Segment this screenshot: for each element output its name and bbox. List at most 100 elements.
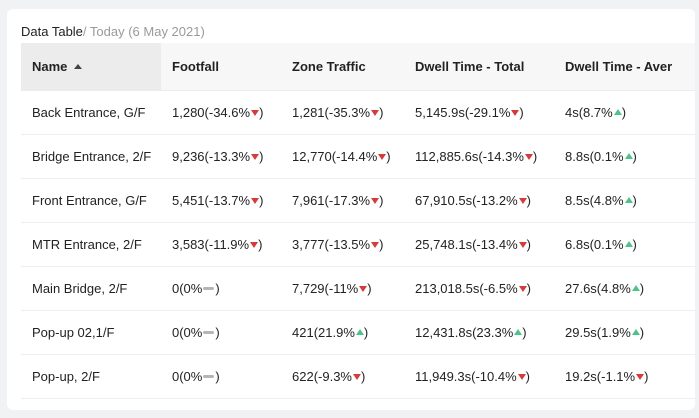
cell-footfall: 0(0%) bbox=[161, 369, 281, 384]
table-title: Data Table bbox=[21, 24, 83, 39]
arrow-down-icon bbox=[636, 374, 645, 380]
arrow-down-icon bbox=[518, 198, 527, 204]
table-row[interactable]: MTR Entrance, 2/F 3,583(-11.9%) 3,777(-13.… bbox=[21, 223, 695, 267]
arrow-down-icon bbox=[251, 154, 260, 160]
cell-value: 4s(8.7% bbox=[565, 105, 613, 120]
cell-value: 0(0% bbox=[172, 281, 203, 296]
table-row[interactable]: Pop-up 02,1/F 0(0%) 421(21.9%) 12,431.8s(23… bbox=[21, 311, 695, 355]
data-table-card: Data Table/ Today (6 May 2021) Name Foot… bbox=[7, 9, 695, 410]
close-paren: ) bbox=[367, 281, 372, 296]
cell-value: 421(21.9% bbox=[292, 325, 355, 340]
cell-name: Pop-up, 2/F bbox=[21, 369, 161, 384]
cell-dwell-time-total: 11,949.3s(-10.4%) bbox=[404, 369, 554, 384]
cell-dwell-time-total: 112,885.6s(-14.3%) bbox=[404, 149, 554, 164]
close-paren: ) bbox=[360, 369, 366, 384]
cell-footfall: 0(0%) bbox=[161, 281, 281, 296]
cell-value: 27.6s(4.8% bbox=[565, 281, 631, 296]
cell-name: Main Bridge, 2/F bbox=[21, 281, 161, 296]
card-title: Data Table/ Today (6 May 2021) bbox=[21, 24, 205, 39]
column-header-label: Dwell Time - Aver bbox=[565, 59, 673, 74]
table-row[interactable]: Bridge Entrance, 2/F 9,236(-13.3%) 12,770(… bbox=[21, 135, 695, 179]
cell-value: 19.2s(-1.1% bbox=[565, 369, 636, 384]
cell-name: Front Entrance, G/F bbox=[21, 193, 161, 208]
close-paren: ) bbox=[639, 281, 645, 296]
column-header-label: Name bbox=[32, 59, 68, 74]
cell-zone-traffic: 1,281(-35.3%) bbox=[281, 105, 404, 120]
arrow-down-icon bbox=[251, 198, 260, 204]
zone-name: Pop-up, 2/F bbox=[32, 369, 100, 384]
table-row[interactable]: Back Entrance, G/F 1,280(-34.6%) 1,281(-35… bbox=[21, 91, 695, 135]
cell-value: 213,018.5s(-6.5% bbox=[415, 281, 518, 296]
close-paren: ) bbox=[379, 193, 384, 208]
cell-dwell-time-total: 25,748.1s(-13.4%) bbox=[404, 237, 554, 252]
close-paren: ) bbox=[215, 325, 220, 340]
arrow-down-icon bbox=[371, 198, 380, 204]
column-header-label: Dwell Time - Total bbox=[415, 59, 525, 74]
cell-zone-traffic: 7,729(-11%) bbox=[281, 281, 404, 296]
arrow-down-icon bbox=[251, 110, 260, 116]
cell-zone-traffic: 7,961(-17.3%) bbox=[281, 193, 404, 208]
cell-footfall: 9,236(-13.3%) bbox=[161, 149, 281, 164]
close-paren: ) bbox=[632, 149, 637, 164]
zone-name: MTR Entrance, 2/F bbox=[32, 237, 142, 252]
column-header-dwell-time-average[interactable]: Dwell Time - Aver bbox=[554, 43, 695, 90]
arrow-up-icon bbox=[355, 329, 364, 335]
cell-dwell-time-total: 12,431.8s(23.3%) bbox=[404, 325, 554, 340]
arrow-down-icon bbox=[518, 242, 527, 248]
table-row[interactable]: Main Bridge, 2/F 0(0%) 7,729(-11%) 213,018.… bbox=[21, 267, 695, 311]
close-paren: ) bbox=[379, 237, 384, 252]
close-paren: ) bbox=[644, 369, 649, 384]
table-row[interactable]: Pop-up, 2/F 0(0%) 622(-9.3%) 11,949.3s(-10.… bbox=[21, 355, 695, 399]
arrow-up-icon bbox=[631, 329, 640, 335]
close-paren: ) bbox=[632, 193, 637, 208]
close-paren: ) bbox=[526, 237, 531, 252]
cell-value: 622(-9.3% bbox=[292, 369, 352, 384]
cell-value: 1,280(-34.6% bbox=[172, 105, 251, 120]
data-table: Name Footfall Zone Traffic Dwell Time - … bbox=[21, 43, 695, 399]
close-paren: ) bbox=[215, 281, 220, 296]
sort-up-icon[interactable] bbox=[74, 64, 83, 69]
arrow-down-icon bbox=[517, 374, 526, 380]
column-header-label: Footfall bbox=[172, 59, 219, 74]
cell-value: 0(0% bbox=[172, 369, 203, 384]
cell-value: 3,583(-11.9% bbox=[172, 237, 250, 252]
close-paren: ) bbox=[632, 237, 637, 252]
close-paren: ) bbox=[215, 369, 220, 384]
column-header-label: Zone Traffic bbox=[292, 59, 366, 74]
cell-value: 67,910.5s(-13.2% bbox=[415, 193, 518, 208]
arrow-down-icon bbox=[371, 242, 380, 248]
table-date-subtitle: / Today (6 May 2021) bbox=[82, 24, 205, 39]
zone-name: Bridge Entrance, 2/F bbox=[32, 149, 152, 164]
arrow-up-icon bbox=[613, 109, 622, 115]
table-row[interactable]: Front Entrance, G/F 5,451(-13.7%) 7,961(-1… bbox=[21, 179, 695, 223]
cell-value: 29.5s(1.9% bbox=[565, 325, 631, 340]
dash-icon bbox=[203, 287, 215, 290]
dash-icon bbox=[203, 331, 215, 334]
close-paren: ) bbox=[526, 193, 531, 208]
arrow-down-icon bbox=[518, 286, 527, 292]
cell-dwell-time-average: 8.5s(4.8%) bbox=[554, 193, 695, 208]
cell-dwell-time-average: 6.8s(0.1%) bbox=[554, 237, 695, 252]
cell-footfall: 5,451(-13.7%) bbox=[161, 193, 281, 208]
close-paren: ) bbox=[526, 281, 531, 296]
arrow-down-icon bbox=[378, 154, 387, 160]
cell-value: 1,281(-35.3% bbox=[292, 105, 371, 120]
arrow-down-icon bbox=[352, 374, 361, 380]
column-header-name[interactable]: Name bbox=[21, 43, 161, 90]
cell-value: 11,949.3s(-10.4% bbox=[415, 369, 517, 384]
cell-value: 112,885.6s(-14.3% bbox=[415, 149, 524, 164]
cell-value: 8.8s(0.1% bbox=[565, 149, 624, 164]
arrow-up-icon bbox=[514, 329, 523, 335]
cell-value: 25,748.1s(-13.4% bbox=[415, 237, 518, 252]
cell-value: 8.5s(4.8% bbox=[565, 193, 624, 208]
zone-name: Front Entrance, G/F bbox=[32, 193, 147, 208]
close-paren: ) bbox=[259, 193, 264, 208]
column-header-zone-traffic[interactable]: Zone Traffic bbox=[281, 43, 404, 90]
column-header-footfall[interactable]: Footfall bbox=[161, 43, 281, 90]
dash-icon bbox=[203, 375, 215, 378]
cell-value: 7,729(-11% bbox=[292, 281, 359, 296]
column-header-dwell-time-total[interactable]: Dwell Time - Total bbox=[404, 43, 554, 90]
arrow-up-icon bbox=[624, 197, 633, 203]
arrow-down-icon bbox=[511, 110, 520, 116]
close-paren: ) bbox=[259, 149, 264, 164]
